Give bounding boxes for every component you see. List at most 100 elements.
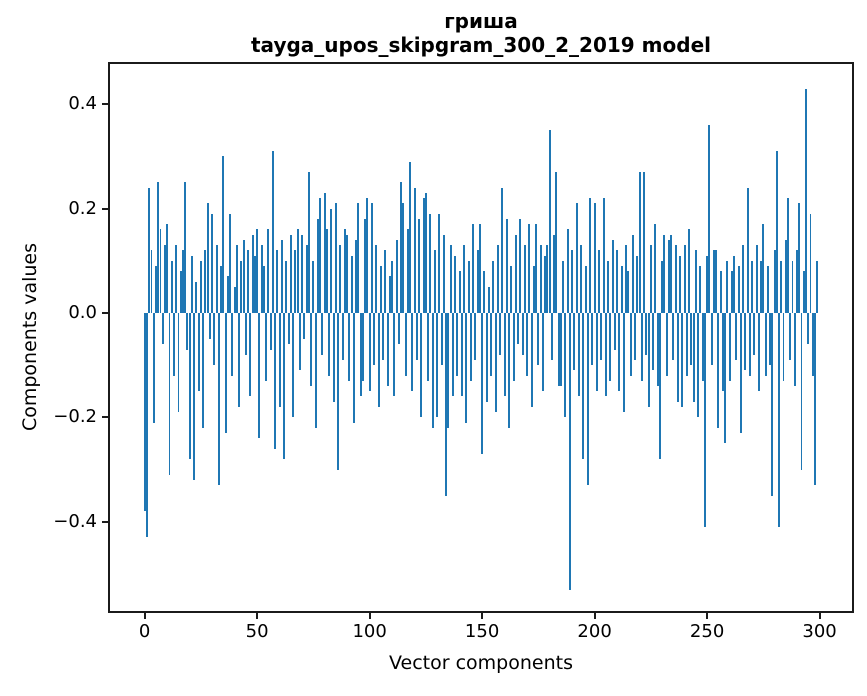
x-tick-label: 0 (138, 621, 151, 642)
bar (634, 312, 636, 360)
bar (629, 312, 632, 376)
bar (521, 312, 524, 355)
bar (508, 312, 511, 428)
bar (771, 312, 774, 496)
bar (595, 312, 598, 392)
bar (589, 198, 592, 313)
bar (676, 312, 679, 402)
bar (753, 312, 756, 355)
bar (766, 265, 769, 313)
bar (388, 276, 391, 313)
bar (190, 255, 193, 313)
bar (627, 271, 630, 313)
bar (413, 187, 416, 313)
bar (150, 250, 153, 313)
bar (530, 312, 533, 407)
bar (638, 172, 641, 313)
bar (715, 250, 717, 313)
bar (553, 234, 556, 313)
bar (499, 312, 502, 355)
bar (303, 312, 306, 340)
bar (465, 312, 468, 423)
bar (800, 312, 803, 470)
bar (548, 130, 551, 313)
x-tick-mark (256, 611, 259, 619)
bar (170, 260, 173, 313)
bar (287, 312, 290, 345)
bar (580, 245, 583, 313)
bar (442, 234, 445, 313)
bar (566, 229, 569, 313)
bar (294, 250, 297, 313)
bar (575, 203, 578, 313)
bar (670, 234, 672, 313)
bar (478, 224, 481, 313)
bar (260, 245, 263, 313)
bar (661, 260, 663, 313)
bar (532, 265, 535, 313)
bar (541, 312, 544, 392)
bar (701, 312, 704, 381)
y-tick-mark (102, 416, 110, 419)
bar (679, 255, 681, 313)
bar (314, 312, 317, 428)
bar (535, 224, 538, 313)
bar (481, 312, 484, 454)
bar (782, 312, 785, 381)
bar (262, 265, 265, 313)
bar (805, 88, 807, 313)
bar (568, 312, 571, 590)
bar (467, 260, 470, 313)
bar (220, 265, 223, 313)
bar (199, 260, 202, 313)
bar (346, 234, 349, 313)
bar (325, 229, 328, 313)
y-tick-label: 0.0 (68, 301, 97, 323)
bar (229, 213, 232, 313)
bar (539, 245, 542, 313)
bar (526, 312, 529, 376)
bar (811, 312, 814, 376)
bar (204, 250, 207, 313)
bar (685, 312, 688, 376)
bar (436, 312, 439, 418)
chart-title-block: гриша tayga_upos_skipgram_300_2_2019 mod… (108, 9, 854, 57)
bar (789, 312, 792, 360)
bar (395, 239, 398, 313)
bar (312, 260, 315, 313)
bar (188, 312, 191, 460)
bar (796, 250, 798, 313)
bar (195, 281, 198, 313)
bar (249, 312, 252, 397)
bar (584, 265, 587, 313)
x-tick-mark (143, 611, 146, 619)
chart-subtitle: tayga_upos_skipgram_300_2_2019 model (251, 33, 711, 57)
bar (510, 265, 513, 313)
bar (737, 265, 740, 313)
bar (537, 312, 540, 366)
x-tick-label: 50 (245, 621, 269, 642)
bar (487, 286, 490, 313)
y-tick-label: 0.2 (68, 197, 97, 219)
bar (179, 271, 182, 313)
bar (359, 312, 362, 397)
bar (724, 312, 726, 444)
bar (469, 312, 472, 381)
bar (235, 245, 238, 313)
bar (384, 250, 387, 313)
x-tick-label: 300 (802, 621, 837, 642)
bar (762, 224, 765, 313)
bar (708, 125, 711, 313)
bar (267, 229, 270, 313)
bar (528, 224, 531, 313)
bar (316, 219, 319, 313)
bar (809, 213, 812, 313)
bar (735, 312, 738, 360)
y-tick-label: −0.2 (53, 406, 97, 428)
bar (656, 312, 659, 387)
bar (456, 312, 459, 376)
bar (512, 312, 515, 381)
y-tick-mark (102, 207, 110, 210)
y-axis-label: Components values (19, 242, 41, 432)
bar (602, 198, 605, 313)
